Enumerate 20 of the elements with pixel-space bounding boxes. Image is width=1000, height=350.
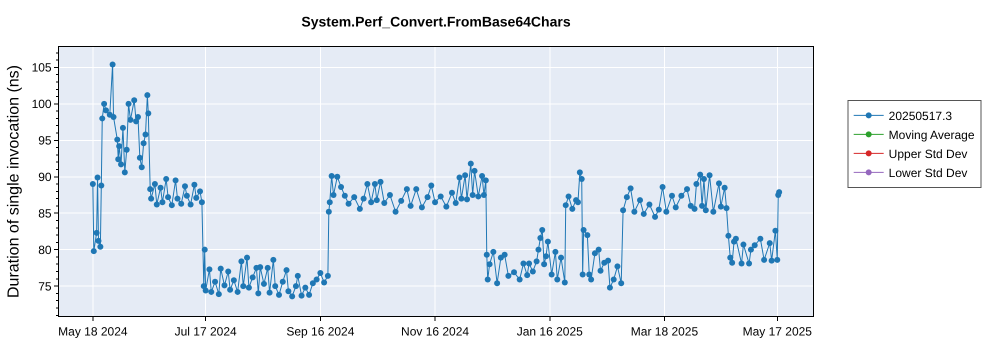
y-tick-label: 95 (38, 134, 52, 148)
y-axis-title: Duration of single invocation (ns) (5, 64, 22, 298)
x-tick-label: Jul 17 2024 (174, 324, 238, 338)
y-tick-label: 105 (32, 60, 52, 75)
y-tick-label: 100 (32, 97, 52, 112)
legend-label: Upper Std Dev (888, 147, 968, 162)
x-tick-label: Mar 18 2025 (630, 324, 698, 338)
legend-label: Lower Std Dev (888, 166, 968, 180)
legend-label: Moving Average (888, 128, 975, 142)
y-tick-label: 80 (38, 242, 52, 257)
y-tick-label: 75 (38, 279, 52, 294)
x-tick-label: May 17 2025 (742, 324, 812, 338)
chart-title: System.Perf_Convert.FromBase64Chars (301, 14, 571, 30)
x-tick-label: May 18 2024 (58, 324, 128, 338)
legend-label: 20250517.3 (888, 109, 952, 124)
y-tick-label: 90 (38, 170, 52, 184)
x-tick-label: Sep 16 2024 (286, 324, 355, 338)
y-tick-label: 85 (38, 206, 52, 220)
x-tick-label: Nov 16 2024 (401, 324, 470, 338)
x-tick-label: Jan 16 2025 (516, 324, 584, 338)
